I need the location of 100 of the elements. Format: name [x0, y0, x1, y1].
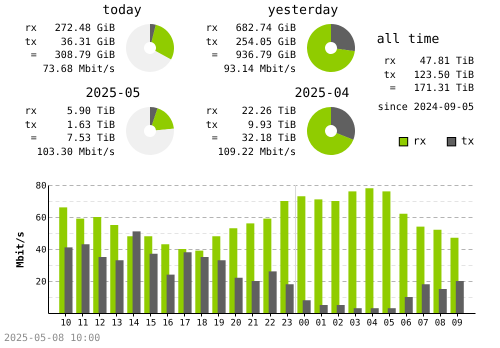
text: rx 22.26 TiB	[206, 105, 296, 118]
bar	[64, 247, 73, 313]
text: rx 682.74 GiB	[206, 22, 296, 36]
chart-title: 2025-04	[294, 86, 350, 101]
bar	[433, 230, 442, 313]
bar	[422, 284, 430, 313]
x-tick-label: 22	[264, 318, 276, 328]
text: tx 254.05 GiB	[206, 36, 296, 49]
x-tick-label: 06	[400, 318, 412, 328]
x-tick-label: 19	[214, 318, 224, 328]
bar	[184, 252, 192, 313]
text: 93.14 Mbit/s	[224, 62, 296, 76]
x-tick-label: 12	[94, 318, 106, 328]
bar	[98, 257, 107, 313]
bar	[252, 281, 260, 313]
bar	[388, 308, 396, 313]
bar	[286, 284, 294, 313]
text: 73.68 Mbit/s	[42, 62, 115, 76]
bar	[348, 191, 356, 313]
donut-slice	[126, 24, 172, 72]
text: 103.30 Mbit/s	[36, 146, 115, 159]
text: tx 123.50 TiB	[384, 68, 474, 82]
x-tick-label: 07	[418, 318, 429, 328]
text: rx 272.48 GiB	[24, 22, 115, 36]
y-tick-label: 40	[36, 246, 46, 256]
x-tick-label: 17	[180, 318, 190, 328]
bar	[297, 196, 306, 313]
chart-title: today	[101, 3, 143, 18]
bar	[268, 271, 277, 313]
text: 109.22 Mbit/s	[218, 146, 296, 159]
text: tx 36.31 GiB	[24, 36, 115, 49]
donut-slice	[151, 24, 174, 60]
bar	[456, 281, 464, 313]
x-tick-label: 21	[248, 318, 258, 328]
text: = 936.79 GiB	[210, 49, 296, 62]
bar	[200, 257, 209, 313]
donut-slice	[152, 108, 174, 130]
donut-slice	[331, 107, 355, 140]
chart-title: yesterday	[266, 3, 340, 18]
y-tick-label: 20	[36, 278, 46, 288]
x-tick-label: 14	[128, 318, 140, 328]
legend-label: tx	[461, 134, 475, 148]
x-tick-label: 10	[60, 318, 72, 328]
x-tick-label: 05	[384, 318, 395, 328]
bar	[218, 260, 226, 313]
x-tick-label: 08	[434, 318, 446, 328]
text: tx 1.63 TiB	[24, 118, 115, 132]
bar	[320, 305, 328, 313]
bar	[382, 191, 390, 313]
x-tick-label: 15	[146, 318, 156, 328]
text: tx 9.93 TiB	[206, 118, 296, 132]
donut-slice	[150, 24, 156, 42]
x-tick-label: 01	[316, 318, 326, 328]
x-tick-label: 04	[366, 318, 378, 328]
bar	[166, 274, 175, 313]
text: = 308.79 GiB	[30, 49, 115, 62]
text: all time	[376, 32, 440, 47]
bar	[404, 297, 413, 313]
y-tick-label: 80	[36, 182, 46, 192]
x-tick-label: 18	[196, 318, 208, 328]
bar	[336, 305, 345, 313]
donut-slice	[150, 107, 158, 126]
bar	[234, 278, 243, 313]
bar	[150, 254, 158, 313]
bar	[280, 201, 288, 313]
legend-label: rx	[413, 134, 427, 148]
bar	[331, 201, 340, 313]
x-tick-label: 09	[452, 318, 463, 328]
text: 2025-05-08 10:00	[4, 333, 100, 344]
bar	[132, 231, 141, 313]
x-tick-label: 23	[282, 318, 292, 328]
donut-slice	[307, 107, 354, 155]
chart-title: 2025-05	[84, 86, 142, 101]
donut-slice	[126, 107, 174, 155]
x-tick-label: 16	[162, 318, 174, 328]
donut-slice	[331, 24, 355, 52]
bar	[399, 214, 408, 313]
x-tick-label: 13	[111, 318, 122, 328]
bar	[365, 188, 374, 313]
bar	[438, 289, 447, 313]
y-tick-label: 60	[36, 214, 46, 224]
x-tick-label: 11	[77, 318, 88, 328]
x-tick-label: 03	[350, 318, 360, 328]
x-tick-label: 20	[230, 318, 242, 328]
bar	[354, 308, 362, 313]
text: since 2024-09-05	[378, 101, 474, 114]
x-tick-label: 02	[332, 318, 344, 328]
text: = 171.31 TiB	[388, 82, 474, 96]
donut-slice	[307, 24, 355, 72]
text: rx 47.81 TiB	[384, 55, 474, 68]
text: = 7.53 TiB	[30, 132, 115, 146]
y-axis-title: Mbit/s	[14, 231, 27, 268]
bar	[82, 244, 90, 313]
bar	[116, 260, 124, 313]
text: = 32.18 TiB	[210, 132, 296, 146]
bar	[302, 300, 311, 313]
text: rx 5.90 TiB	[24, 105, 115, 118]
bar	[314, 199, 322, 313]
bar	[370, 308, 379, 313]
x-tick-label: 00	[298, 318, 310, 328]
